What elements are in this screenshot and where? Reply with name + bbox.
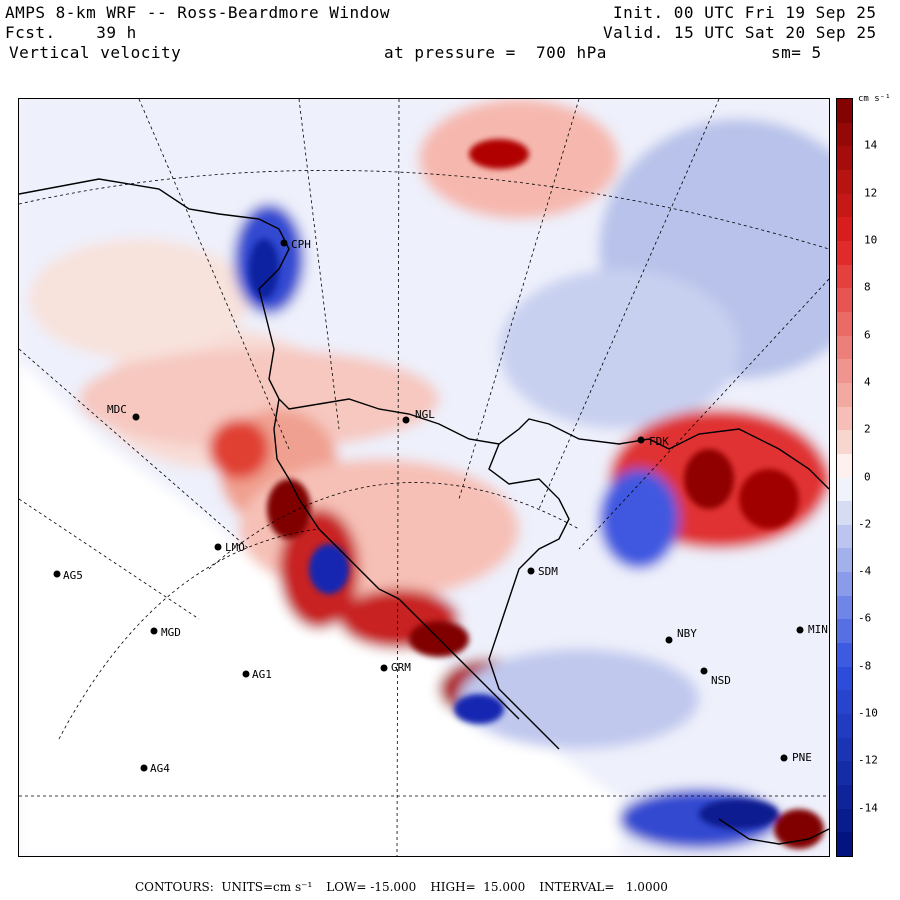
colorbar-segment [837,382,852,408]
footer-interval: INTERVAL= 1.0000 [539,880,668,894]
station-label-fdk: FDK [649,435,669,448]
colorbar-segment [837,240,852,266]
model-title: AMPS 8-km WRF -- Ross-Beardmore Window [5,3,391,22]
colorbar-segment [837,666,852,691]
station-label-ngl: NGL [415,408,435,421]
station-label-min: MIN [808,623,828,636]
colorbar-segment [837,714,852,739]
colorbar-segment [837,430,852,455]
colorbar-tick-label: 0 [864,470,871,483]
station-markers: CPH MDC NGL FDK SDM NBY NSD MIN AG5 MGD … [53,238,828,775]
colorbar [836,98,853,857]
colorbar-tick-label: -4 [858,564,872,578]
colorbar-segment [837,619,852,644]
colorbar-segment [837,548,852,573]
station-marker-mdc [132,413,140,421]
colorbar-tick-label: 12 [864,186,878,200]
colorbar-segment [837,288,852,313]
colorbar-tick-label: 6 [864,328,871,342]
colorbar-tick-label: -12 [858,753,878,767]
station-label-mdc: MDC [107,403,127,416]
station-label-lmo: LMO [225,541,245,554]
colorbar-tick-label: -10 [858,706,878,720]
velocity-cores [249,139,824,849]
colorbar-segment [837,406,852,431]
station-marker-min [796,626,804,634]
station-label-mgd: MGD [161,626,181,639]
station-marker-ag1 [242,670,250,678]
colorbar-segment [837,643,852,668]
footer-high: HIGH= 15.000 [430,880,526,894]
colorbar-segment [837,335,852,360]
station-marker-ag5 [53,570,61,578]
colorbar-segment [837,501,852,526]
variable-name: Vertical velocity [9,43,182,62]
colorbar-segment [837,146,852,171]
station-marker-sdm [527,567,535,575]
colorbar-segment [837,311,852,337]
colorbar-tick-label: 4 [864,375,871,389]
colorbar-segment [837,169,852,195]
station-label-pne: PNE [792,751,812,764]
pressure-level: at pressure = 700 hPa [384,43,607,62]
colorbar-segment [837,99,852,124]
colorbar-tick-label: -8 [858,659,872,673]
station-marker-ngl [402,416,410,424]
station-label-nsd: NSD [711,674,731,687]
colorbar-segment [837,477,852,502]
colorbar-tick-label: -14 [858,801,878,815]
colorbar-segment [837,572,852,597]
colorbar-segment [837,264,852,289]
colorbar-segment [837,193,852,218]
station-marker-nby [665,636,673,644]
colorbar-segment [837,785,852,810]
colorbar-segment [837,808,852,833]
colorbar-unit: cm s⁻¹ [858,94,891,104]
footer-contours: CONTOURS: UNITS=cm s⁻¹ [135,880,313,894]
valid-time: Valid. 15 UTC Sat 20 Sep 25 [603,23,877,42]
colorbar-segment [837,524,852,549]
colorbar-segment [837,761,852,786]
colorbar-segment [837,453,852,478]
colorbar-segment [837,359,852,384]
map-canvas: CPH MDC NGL FDK SDM NBY NSD MIN AG5 MGD … [19,99,829,856]
forecast-hour: Fcst. 39 h [5,23,137,42]
station-marker-lmo [214,543,222,551]
station-label-grm: GRM [391,661,411,674]
station-label-ag4: AG4 [150,762,170,775]
station-marker-fdk [637,436,645,444]
colorbar-segment [837,832,852,856]
station-label-nby: NBY [677,627,697,640]
station-marker-nsd [700,667,708,675]
station-label-cph: CPH [291,238,311,251]
station-marker-mgd [150,627,158,635]
colorbar-segment [837,690,852,715]
contour-footer: CONTOURS: UNITS=cm s⁻¹ LOW= -15.000 HIGH= … [135,880,682,894]
colorbar-tick-label: 10 [864,233,878,247]
station-label-ag5: AG5 [63,569,83,582]
lat-lon-grid [19,99,829,856]
footer-low: LOW= -15.000 [326,880,417,894]
smoothing-value: sm= 5 [771,43,822,62]
station-marker-cph [280,239,288,247]
colorbar-tick-label: -6 [858,611,872,625]
colorbar-tick-label: -2 [858,517,872,531]
coastline [19,178,829,845]
station-label-sdm: SDM [538,565,558,578]
init-time: Init. 00 UTC Fri 19 Sep 25 [613,3,877,22]
colorbar-tick-label: 8 [864,280,871,294]
colorbar-tick-label: 14 [864,138,878,152]
colorbar-segment [837,737,852,762]
colorbar-segment [837,217,852,242]
station-marker-grm [380,664,388,672]
station-marker-pne [780,754,788,762]
colorbar-segment [837,122,852,147]
station-label-ag1: AG1 [252,668,272,681]
colorbar-segment [837,595,852,620]
vertical-velocity-map: CPH MDC NGL FDK SDM NBY NSD MIN AG5 MGD … [18,98,830,857]
colorbar-tick-label: 2 [864,422,871,436]
station-marker-ag4 [140,764,148,772]
velocity-field [19,99,829,856]
